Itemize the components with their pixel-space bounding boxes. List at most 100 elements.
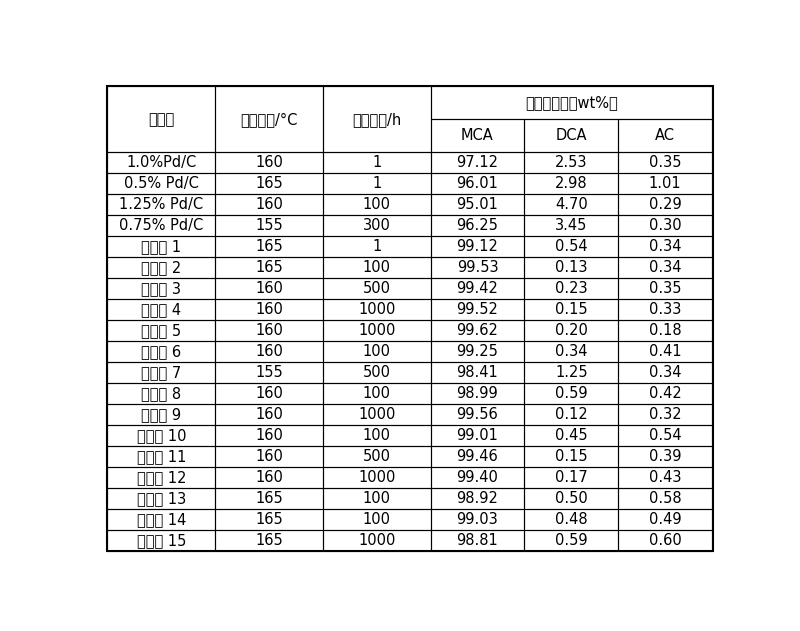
Bar	[107, 404, 215, 425]
Text: 98.99: 98.99	[457, 386, 498, 401]
Bar	[524, 119, 618, 153]
Text: 100: 100	[362, 491, 390, 506]
Text: 1.0%Pd/C: 1.0%Pd/C	[126, 155, 197, 170]
Bar	[618, 488, 712, 509]
Bar	[524, 383, 618, 404]
Bar	[430, 467, 524, 488]
Bar	[323, 86, 430, 153]
Bar	[430, 237, 524, 257]
Text: 99.62: 99.62	[457, 323, 498, 338]
Text: 99.03: 99.03	[457, 512, 498, 527]
Bar	[107, 321, 215, 341]
Bar	[618, 237, 712, 257]
Text: 99.46: 99.46	[457, 449, 498, 464]
Bar	[430, 341, 524, 362]
Text: 0.34: 0.34	[649, 239, 682, 254]
Bar	[430, 446, 524, 467]
Text: 催化剂: 催化剂	[148, 112, 174, 127]
Text: 0.60: 0.60	[649, 533, 682, 548]
Text: 165: 165	[255, 261, 283, 275]
Bar	[107, 488, 215, 509]
Text: 0.32: 0.32	[649, 407, 682, 422]
Bar	[430, 174, 524, 194]
Text: 1000: 1000	[358, 470, 395, 485]
Bar	[323, 530, 430, 551]
Bar	[430, 257, 524, 278]
Text: 160: 160	[255, 344, 283, 359]
Bar	[215, 321, 323, 341]
Bar	[430, 488, 524, 509]
Text: 0.35: 0.35	[649, 155, 682, 170]
Text: 1000: 1000	[358, 302, 395, 317]
Bar	[524, 215, 618, 237]
Bar	[215, 509, 323, 530]
Bar	[524, 153, 618, 174]
Bar	[215, 257, 323, 278]
Text: 实施例 9: 实施例 9	[142, 407, 182, 422]
Text: 1000: 1000	[358, 323, 395, 338]
Bar	[618, 404, 712, 425]
Text: 实施例 6: 实施例 6	[142, 344, 182, 359]
Text: 100: 100	[362, 512, 390, 527]
Bar	[107, 446, 215, 467]
Bar	[215, 194, 323, 215]
Text: 0.41: 0.41	[649, 344, 682, 359]
Bar	[323, 278, 430, 299]
Bar	[618, 341, 712, 362]
Text: 1: 1	[372, 177, 382, 191]
Bar	[430, 194, 524, 215]
Bar	[618, 509, 712, 530]
Bar	[524, 257, 618, 278]
Text: 0.13: 0.13	[555, 261, 587, 275]
Text: 0.17: 0.17	[555, 470, 588, 485]
Text: 0.49: 0.49	[649, 512, 682, 527]
Bar	[107, 383, 215, 404]
Text: 实施例 1: 实施例 1	[142, 239, 182, 254]
Text: 98.41: 98.41	[457, 365, 498, 380]
Text: 0.34: 0.34	[649, 261, 682, 275]
Text: 2.98: 2.98	[555, 177, 587, 191]
Text: 165: 165	[255, 177, 283, 191]
Text: 160: 160	[255, 302, 283, 317]
Text: 155: 155	[255, 218, 283, 233]
Bar	[215, 237, 323, 257]
Bar	[107, 174, 215, 194]
Text: 1.25: 1.25	[555, 365, 587, 380]
Text: 100: 100	[362, 261, 390, 275]
Bar	[430, 153, 524, 174]
Bar	[215, 299, 323, 321]
Text: 实施例 8: 实施例 8	[142, 386, 182, 401]
Bar	[618, 174, 712, 194]
Text: 0.50: 0.50	[555, 491, 588, 506]
Bar	[323, 321, 430, 341]
Bar	[215, 153, 323, 174]
Bar	[215, 446, 323, 467]
Bar	[524, 404, 618, 425]
Text: 99.53: 99.53	[457, 261, 498, 275]
Text: 165: 165	[255, 533, 283, 548]
Bar	[323, 425, 430, 446]
Bar	[618, 321, 712, 341]
Text: 96.25: 96.25	[457, 218, 498, 233]
Text: 0.59: 0.59	[555, 533, 587, 548]
Text: 100: 100	[362, 344, 390, 359]
Bar	[215, 383, 323, 404]
Bar	[618, 278, 712, 299]
Text: 实施例 5: 实施例 5	[142, 323, 182, 338]
Text: 实施例 10: 实施例 10	[137, 428, 186, 443]
Text: 99.40: 99.40	[457, 470, 498, 485]
Bar	[107, 509, 215, 530]
Text: 160: 160	[255, 155, 283, 170]
Bar	[524, 341, 618, 362]
Bar	[215, 278, 323, 299]
Bar	[430, 509, 524, 530]
Text: 0.20: 0.20	[555, 323, 588, 338]
Bar	[215, 215, 323, 237]
Text: 0.5% Pd/C: 0.5% Pd/C	[124, 177, 198, 191]
Text: 99.25: 99.25	[457, 344, 498, 359]
Bar	[323, 257, 430, 278]
Text: 1000: 1000	[358, 533, 395, 548]
Bar	[215, 341, 323, 362]
Text: 实施例 14: 实施例 14	[137, 512, 186, 527]
Bar	[618, 153, 712, 174]
